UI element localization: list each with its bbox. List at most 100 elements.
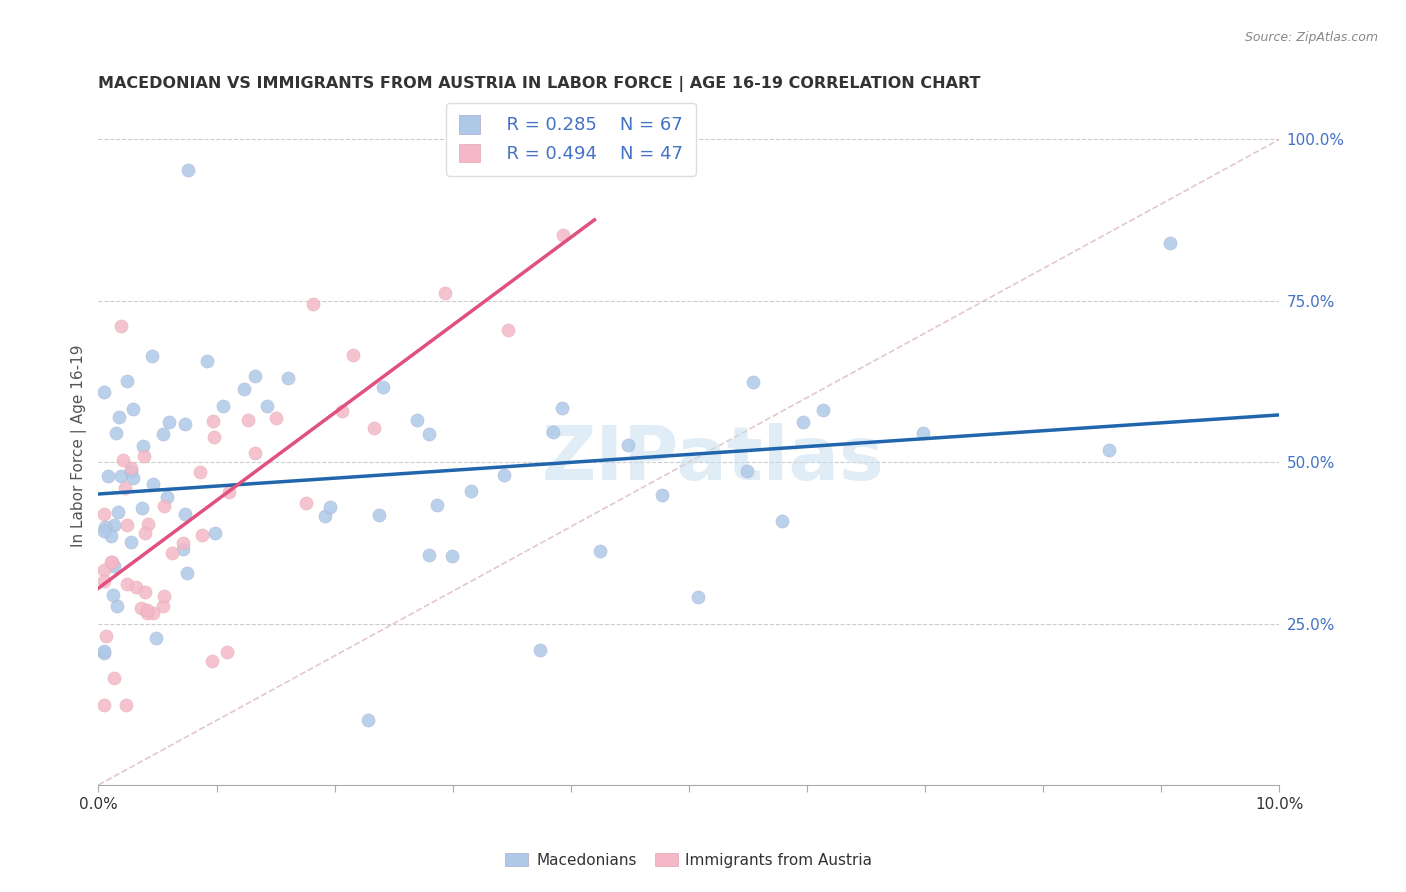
Point [115,518,138,533]
Text: ZIPatlas: ZIPatlas [541,423,884,496]
Point [302,297,325,311]
Point [173,417,195,431]
Text: Source: ZipAtlas.com: Source: ZipAtlas.com [1244,31,1378,45]
Point [135,606,157,620]
Point [356,714,378,728]
Point [107,505,129,519]
Point [433,285,456,300]
Point [110,319,132,334]
Point [97,468,120,483]
Point [136,516,159,531]
Point [204,526,226,541]
Point [117,577,139,591]
Point [110,469,132,483]
Point [100,529,122,543]
Point [314,508,336,523]
Point [319,500,342,515]
Point [617,438,640,452]
Point [277,371,299,385]
Point [152,599,174,614]
Point [156,491,179,505]
Point [770,514,793,528]
Point [218,484,240,499]
Text: MACEDONIAN VS IMMIGRANTS FROM AUSTRIA IN LABOR FORCE | AGE 16-19 CORRELATION CHA: MACEDONIAN VS IMMIGRANTS FROM AUSTRIA IN… [98,76,981,92]
Point [363,421,385,435]
Point [111,453,134,467]
Point [295,496,318,510]
Point [211,399,233,413]
Point [103,671,125,685]
Point [256,399,278,413]
Point [529,643,551,657]
Point [191,528,214,542]
Point [103,558,125,573]
Point [120,464,142,478]
Point [201,655,224,669]
Point [494,467,516,482]
Point [460,483,482,498]
Point [152,499,174,513]
Point [94,629,117,643]
Point [103,518,125,533]
Point [651,488,673,502]
Point [136,603,159,617]
Point [496,323,519,337]
Point [813,403,835,417]
Point [115,374,138,388]
Point [114,481,136,495]
Point [101,588,124,602]
Point [134,526,156,541]
Point [243,446,266,460]
Point [132,449,155,463]
Point [426,498,449,512]
Point [141,349,163,363]
Point [176,566,198,581]
Legend:   R = 0.285    N = 67,   R = 0.494    N = 47: R = 0.285 N = 67, R = 0.494 N = 47 [446,103,696,176]
Point [129,601,152,615]
Point [100,555,122,569]
Point [735,464,758,478]
Point [125,580,148,594]
Point [105,599,128,613]
Point [202,414,225,428]
Legend: Macedonians, Immigrants from Austria: Macedonians, Immigrants from Austria [498,845,880,875]
Point [232,382,254,396]
Point [195,354,218,368]
Point [792,415,814,429]
Point [1098,442,1121,457]
Point [108,410,131,425]
Point [215,645,238,659]
Point [114,698,136,712]
Point [177,163,200,178]
Point [742,376,765,390]
Point [342,348,364,362]
Point [93,574,115,589]
Point [157,415,180,429]
Point [551,228,574,243]
Point [418,548,440,562]
Point [266,410,288,425]
Point [172,541,194,556]
Point [174,507,197,521]
Point [238,413,260,427]
Point [153,589,176,603]
Point [93,644,115,658]
Point [131,501,153,516]
Point [93,507,115,521]
Point [121,471,143,485]
Point [152,427,174,442]
Point [93,646,115,660]
Point [141,606,163,620]
Point [172,536,194,550]
Point [121,402,143,417]
Point [120,461,142,475]
Point [406,413,429,427]
Point [188,465,211,479]
Point [418,427,440,442]
Point [101,555,124,569]
Point [93,563,115,577]
Point [93,524,115,539]
Point [371,380,394,394]
Point [551,401,574,415]
Point [441,549,464,563]
